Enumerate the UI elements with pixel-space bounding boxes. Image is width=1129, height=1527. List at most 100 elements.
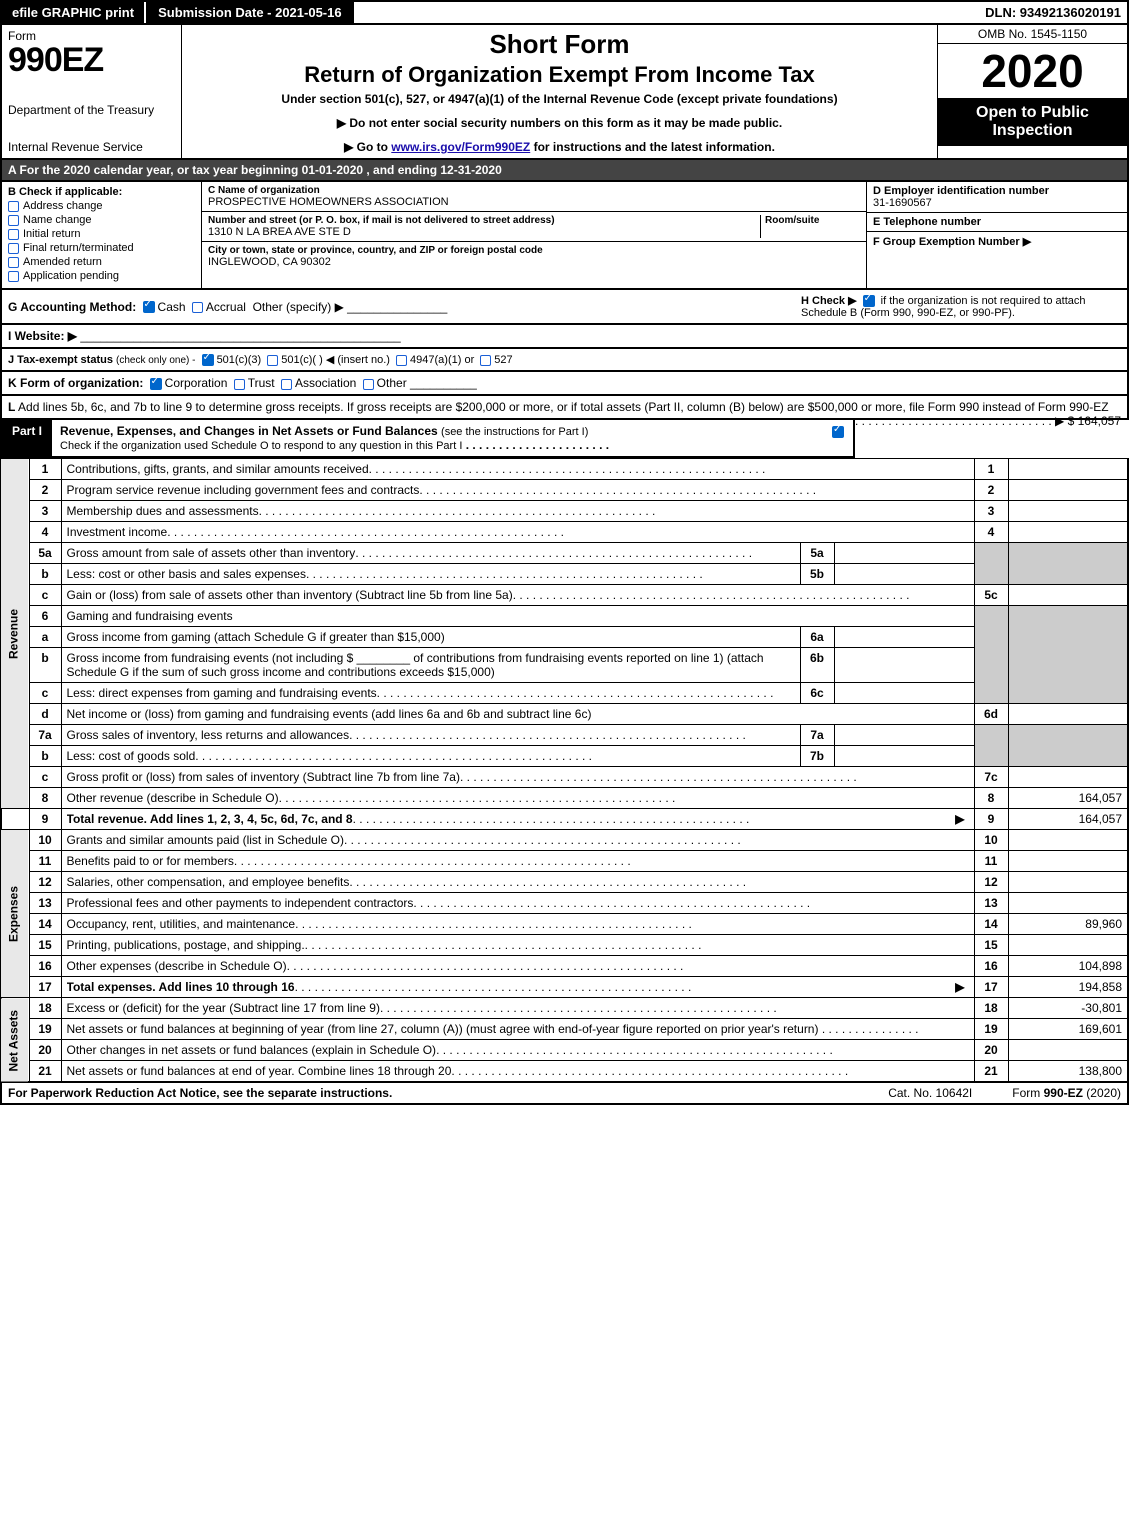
chk-application-pending-label: Application pending (23, 270, 119, 282)
table-row: c Less: direct expenses from gaming and … (1, 683, 1128, 704)
efile-print-button[interactable]: efile GRAPHIC print (2, 2, 146, 23)
vlabel-netassets: Net Assets (1, 998, 29, 1083)
line-num: 3 (29, 501, 61, 522)
line-num: 7a (29, 725, 61, 746)
line-num: 17 (29, 977, 61, 998)
side-num: 6d (974, 704, 1008, 725)
line-desc: Professional fees and other payments to … (61, 893, 974, 914)
chk-4947[interactable] (396, 355, 407, 366)
dept-treasury: Department of the Treasury (8, 103, 175, 117)
under-section: Under section 501(c), 527, or 4947(a)(1)… (190, 92, 929, 106)
section-bcd: B Check if applicable: Address change Na… (0, 182, 1129, 290)
table-row: b Less: cost of goods sold 7b (1, 746, 1128, 767)
checkbox-icon (832, 426, 844, 438)
city-block: City or town, state or province, country… (202, 242, 866, 271)
k-corp: Corporation (165, 376, 228, 390)
line-desc: Less: cost or other basis and sales expe… (61, 564, 800, 585)
j-opt3: 4947(a)(1) or (410, 354, 474, 366)
line-desc: Net income or (loss) from gaming and fun… (61, 704, 974, 725)
cat-no: Cat. No. 10642I (888, 1086, 972, 1100)
table-row: a Gross income from gaming (attach Sched… (1, 627, 1128, 648)
part1-title-note: (see the instructions for Part I) (441, 426, 588, 438)
goto-link[interactable]: www.irs.gov/Form990EZ (391, 140, 530, 154)
chk-final-return[interactable]: Final return/terminated (8, 242, 195, 254)
line-desc: Benefits paid to or for members (61, 851, 974, 872)
table-row: 7a Gross sales of inventory, less return… (1, 725, 1128, 746)
chk-trust[interactable] (234, 379, 245, 390)
street-value: 1310 N LA BREA AVE STE D (208, 226, 760, 238)
line-l: L Add lines 5b, 6c, and 7b to line 9 to … (0, 396, 1129, 420)
part1-checkbox[interactable] (823, 420, 853, 456)
phone-block: E Telephone number (867, 213, 1127, 232)
side-num: 9 (974, 809, 1008, 830)
part1-title-text: Revenue, Expenses, and Changes in Net As… (60, 424, 438, 438)
line-value (1008, 501, 1128, 522)
inner-num: 7b (800, 746, 834, 767)
table-row: 14 Occupancy, rent, utilities, and maint… (1, 914, 1128, 935)
chk-corp[interactable] (150, 378, 162, 390)
inner-val (834, 725, 974, 746)
chk-other[interactable] (363, 379, 374, 390)
line-desc: Occupancy, rent, utilities, and maintena… (61, 914, 974, 935)
chk-501c[interactable] (267, 355, 278, 366)
chk-initial-return[interactable]: Initial return (8, 228, 195, 240)
side-num: 16 (974, 956, 1008, 977)
line-value (1008, 459, 1128, 480)
side-num: 20 (974, 1040, 1008, 1061)
table-row: Expenses 10 Grants and similar amounts p… (1, 830, 1128, 851)
city-label: City or town, state or province, country… (208, 245, 860, 256)
chk-amended-return[interactable]: Amended return (8, 256, 195, 268)
line-value (1008, 1040, 1128, 1061)
side-num: 21 (974, 1061, 1008, 1083)
table-row: c Gross profit or (loss) from sales of i… (1, 767, 1128, 788)
line-desc: Net assets or fund balances at beginning… (61, 1019, 974, 1040)
checkbox-icon (8, 229, 19, 240)
side-num: 19 (974, 1019, 1008, 1040)
line-desc: Net assets or fund balances at end of ye… (61, 1061, 974, 1083)
k-trust: Trust (248, 376, 275, 390)
part1-header: Part I Revenue, Expenses, and Changes in… (0, 420, 855, 458)
chk-501c3[interactable] (202, 354, 214, 366)
table-row: 3 Membership dues and assessments 3 (1, 501, 1128, 522)
chk-h[interactable] (863, 295, 875, 307)
line-desc: Total revenue. Add lines 1, 2, 3, 4, 5c,… (61, 809, 974, 830)
line-value (1008, 893, 1128, 914)
val-shade (1008, 543, 1128, 585)
chk-527[interactable] (480, 355, 491, 366)
line-desc: Gaming and fundraising events (61, 606, 974, 627)
form-header: Form 990EZ Department of the Treasury In… (0, 23, 1129, 160)
col-d-ein: D Employer identification number 31-1690… (867, 182, 1127, 288)
checkbox-icon (8, 201, 19, 212)
omb-number: OMB No. 1545-1150 (938, 25, 1127, 44)
chk-assoc[interactable] (281, 379, 292, 390)
table-row: 19 Net assets or fund balances at beginn… (1, 1019, 1128, 1040)
vlabel-revenue: Revenue (1, 459, 29, 809)
line-value (1008, 872, 1128, 893)
line-num: b (29, 746, 61, 767)
chk-application-pending[interactable]: Application pending (8, 270, 195, 282)
table-row: 20 Other changes in net assets or fund b… (1, 1040, 1128, 1061)
side-num: 8 (974, 788, 1008, 809)
j-label: J Tax-exempt status (8, 354, 113, 366)
side-num: 10 (974, 830, 1008, 851)
inner-val (834, 683, 974, 704)
inner-val (834, 648, 974, 683)
chk-accrual[interactable] (192, 302, 203, 313)
line-num: 8 (29, 788, 61, 809)
line-num: 6 (29, 606, 61, 627)
table-row: Net Assets 18 Excess or (deficit) for th… (1, 998, 1128, 1019)
table-row: 11 Benefits paid to or for members 11 (1, 851, 1128, 872)
line-a-tax-year: A For the 2020 calendar year, or tax yea… (0, 160, 1129, 182)
short-form-title: Short Form (190, 29, 929, 60)
line-num: 12 (29, 872, 61, 893)
line-num: d (29, 704, 61, 725)
chk-name-change[interactable]: Name change (8, 214, 195, 226)
check-if-applicable: Check if applicable: (19, 186, 122, 198)
table-row: 6 Gaming and fundraising events (1, 606, 1128, 627)
line-desc: Less: direct expenses from gaming and fu… (61, 683, 800, 704)
line-desc: Excess or (deficit) for the year (Subtra… (61, 998, 974, 1019)
chk-address-change[interactable]: Address change (8, 200, 195, 212)
vlabel-expenses: Expenses (1, 830, 29, 998)
part1-label: Part I (2, 420, 52, 456)
chk-cash[interactable] (143, 301, 155, 313)
